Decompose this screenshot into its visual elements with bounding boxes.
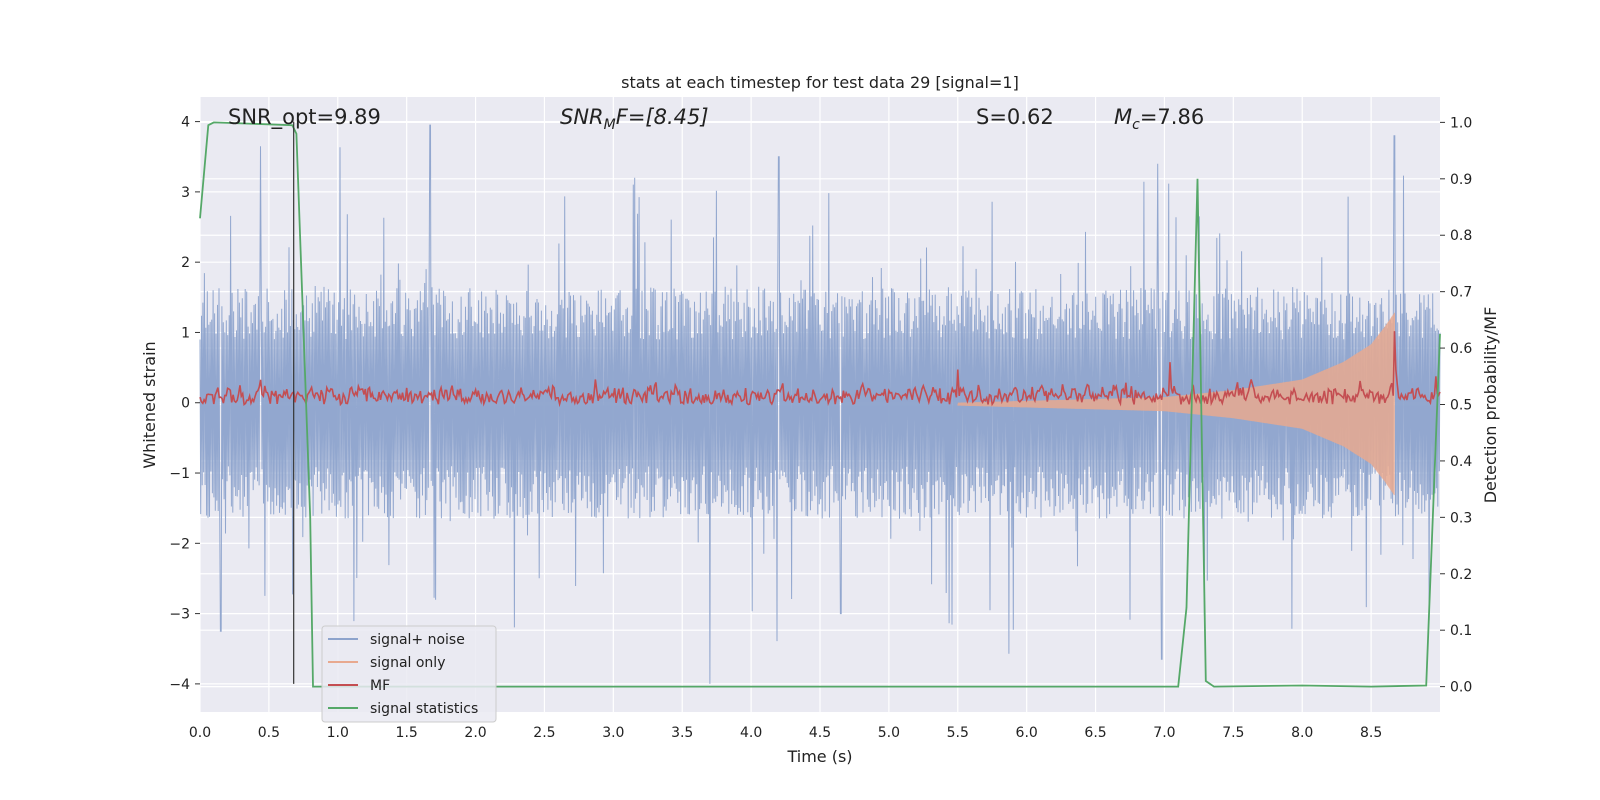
y-right-tick-label: 0.7 (1450, 285, 1472, 301)
signal-only-trace (957, 312, 1395, 496)
annotation-snr-opt: SNR_opt=9.89 (228, 105, 381, 130)
series-signal-only (957, 312, 1395, 496)
y-axis-left-label: Whitened strain (140, 341, 159, 468)
y-left-tick-label: 2 (181, 255, 190, 271)
y-right-tick-label: 0.6 (1450, 341, 1472, 357)
y-right-tick-label: 0.4 (1450, 454, 1472, 470)
x-tick-label: 5.0 (878, 725, 900, 741)
x-tick-label: 8.5 (1360, 725, 1382, 741)
y-right-tick-label: 0.3 (1450, 510, 1472, 526)
mf-trace (199, 331, 1441, 408)
x-tick-label: 1.5 (396, 725, 418, 741)
x-tick-label: 7.5 (1222, 725, 1244, 741)
tick-labels: 0.0 0.5 1.0 1.5 2.0 2.5 3.0 3.5 4.0 4.5 5.0 5.5 6.0 6… (169, 115, 1472, 741)
legend-label-signal-only: signal only (370, 655, 445, 671)
y-left-tick-label: −3 (169, 607, 190, 623)
x-tick-label: 0.0 (189, 725, 211, 741)
x-tick-label: 2.5 (533, 725, 555, 741)
x-tick-label: 3.0 (602, 725, 624, 741)
annotation-mc-base: M (1114, 105, 1132, 129)
y-axis-right-label: Detection probability/MF (1481, 307, 1500, 504)
annotation-s: S=0.62 (976, 105, 1054, 129)
y-left-tick-label: 3 (181, 185, 190, 201)
series-signal-noise (199, 124, 1441, 684)
x-tick-label: 2.0 (464, 725, 486, 741)
legend-label-signal-noise: signal+ noise (370, 632, 465, 648)
annotation-mc-rest: =7.86 (1140, 105, 1204, 129)
annotation-snr-mf: SNRMF=[8.45] (560, 105, 709, 133)
signal-statistics-trace (199, 121, 1441, 688)
y-left-tick-label: 0 (181, 396, 190, 412)
y-right-tick-label: 0.9 (1450, 172, 1472, 188)
annotation-snr-mf-sub: M (604, 117, 616, 133)
y-right-tick-label: 0.1 (1450, 623, 1472, 639)
y-left-tick-label: 4 (181, 115, 190, 131)
legend-box (321, 625, 497, 723)
y-left-tick-label: −4 (169, 677, 190, 693)
y-left-tick-label: −1 (169, 466, 190, 482)
y-left-tick-label: −2 (169, 536, 190, 552)
y-right-tick-label: 0.2 (1450, 567, 1472, 583)
x-tick-label: 4.0 (740, 725, 762, 741)
series-mf (199, 331, 1441, 408)
x-tick-label: 7.0 (1153, 725, 1175, 741)
x-tick-label: 6.0 (1016, 725, 1038, 741)
y-right-tick-label: 0.0 (1450, 680, 1472, 696)
x-tick-label: 1.0 (327, 725, 349, 741)
y-left-tick-label: 1 (181, 325, 190, 341)
legend: signal+ noise signal only MF signal stat… (321, 625, 497, 723)
x-tick-label: 5.5 (947, 725, 969, 741)
y-right-tick-label: 0.8 (1450, 228, 1472, 244)
signal-noise-trace (199, 124, 1441, 684)
annotation-mc: Mc=7.86 (1114, 105, 1204, 133)
annotation-snr-mf-rest: F=[8.45] (616, 105, 709, 129)
chart-title: stats at each timestep for test data 29 … (621, 73, 1019, 92)
x-tick-label: 8.0 (1291, 725, 1313, 741)
y-right-tick-label: 0.5 (1450, 398, 1472, 414)
x-tick-label: 6.5 (1084, 725, 1106, 741)
annotation-mc-sub: c (1132, 117, 1140, 133)
series-signal-statistics (199, 121, 1441, 688)
x-axis-label: Time (s) (786, 747, 852, 766)
legend-label-signal-statistics: signal statistics (370, 701, 478, 717)
annotation-snr-mf-base: SNR (560, 105, 604, 129)
x-tick-label: 3.5 (671, 725, 693, 741)
legend-label-mf: MF (370, 678, 390, 694)
y-right-tick-label: 1.0 (1450, 115, 1472, 131)
x-tick-label: 4.5 (809, 725, 831, 741)
x-tick-label: 0.5 (258, 725, 280, 741)
